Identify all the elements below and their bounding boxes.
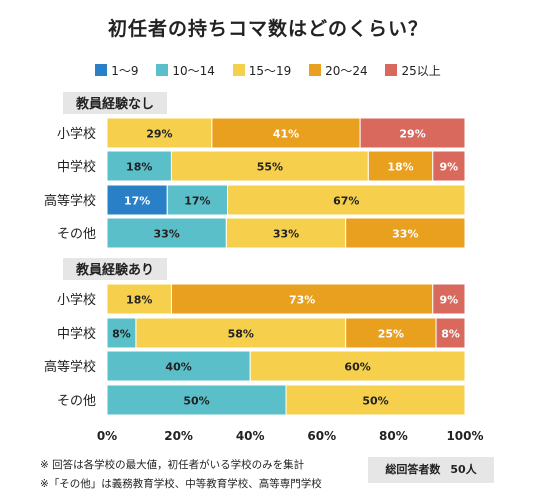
legend-swatch [156,64,169,76]
legend-label: 1〜9 [111,64,139,78]
row-label: その他 [57,394,96,409]
data-label: 67% [333,195,359,208]
data-label: 18% [387,161,413,174]
data-label: 41% [273,128,299,141]
bar-segment [135,317,347,349]
data-label: 9% [440,161,459,174]
x-tick-label: 20% [164,429,193,443]
bar-segment [170,283,434,315]
legend-swatch [95,64,108,76]
legend-item-15-19: 15〜19 [232,62,292,79]
bar-segment [106,384,287,416]
legend-label: 15〜19 [248,64,292,78]
bar-segment [106,317,137,349]
footnote: ※ 回答は各学校の最大値，初任者がいる学校のみを集計 [40,459,305,471]
row-label: 小学校 [57,292,96,308]
data-label: 29% [146,128,172,141]
total-respondents-value: 50人 [450,463,477,476]
data-label: 55% [257,161,283,174]
bar-segment [225,217,347,249]
data-label: 58% [228,328,254,341]
bar-segment [435,317,466,349]
total-respondents-label: 総回答者数 [385,463,441,476]
group-label: 教員経験あり [75,262,154,278]
data-label: 8% [112,328,131,341]
row-label: 高等学校 [44,359,96,375]
legend-item-1-9: 1〜9 [95,62,139,79]
bar-segment [211,117,361,149]
row-label: 中学校 [57,326,96,342]
group-label-bg [63,258,167,280]
data-label: 17% [184,195,210,208]
group-label: 教員経験なし [75,96,154,112]
bar-segment [359,117,466,149]
bar-segment [432,150,466,182]
row-label: その他 [57,227,96,242]
data-label: 50% [362,395,388,408]
data-label: 25% [378,328,404,341]
x-tick-label: 40% [236,429,265,443]
chart-title: 初任者の持ちコマ数はどのくらい？ [107,18,428,40]
legend: 1〜9 10〜14 15〜19 20〜24 25以上 [0,62,536,79]
bar-segment [106,217,227,249]
footnote: ※「その他」は義務教育学校、中等教育学校、高等専門学校 [40,478,322,490]
legend-swatch [309,64,322,76]
bar-segment [227,184,466,216]
data-label: 17% [124,195,150,208]
bar-segment [367,150,434,182]
footnotes: ※ 回答は各学校の最大値，初任者がいる学校のみを集計 ※「その他」は義務教育学校… [40,456,322,494]
legend-swatch [385,64,398,76]
legend-label: 10〜14 [172,64,215,78]
x-tick-label: 100% [446,429,483,443]
legend-item-20-24: 20〜24 [309,62,368,79]
row-label: 小学校 [57,126,96,142]
data-label: 73% [289,294,315,307]
group-label-bg [63,92,167,114]
data-label: 33% [392,228,418,241]
x-tick-label: 0% [97,429,117,443]
bar-segment [106,184,168,216]
row-label: 中学校 [57,159,96,175]
data-label: 40% [165,361,191,374]
data-label: 8% [441,328,460,341]
bar-segment [106,117,213,149]
legend-item-25-plus: 25以上 [385,62,441,79]
data-label: 18% [126,294,152,307]
bar-segment [432,283,466,315]
bar-segment [285,384,466,416]
legend-swatch [232,64,245,76]
data-label: 50% [183,395,209,408]
bar-segment [345,217,466,249]
data-label: 9% [440,294,459,307]
data-label: 33% [273,228,299,241]
total-respondents-box: 総回答者数 50人 [368,457,494,483]
x-tick-label: 60% [307,429,336,443]
legend-label: 20〜24 [325,64,368,78]
data-label: 29% [399,128,425,141]
bar-segment [249,350,466,382]
data-label: 18% [126,161,152,174]
bar-segment [106,283,172,315]
data-label: 60% [344,361,370,374]
legend-label: 25以上 [401,64,441,78]
row-label: 高等学校 [44,193,96,209]
x-tick-label: 80% [379,429,408,443]
data-label: 33% [153,228,179,241]
legend-item-10-14: 10〜14 [156,62,215,79]
